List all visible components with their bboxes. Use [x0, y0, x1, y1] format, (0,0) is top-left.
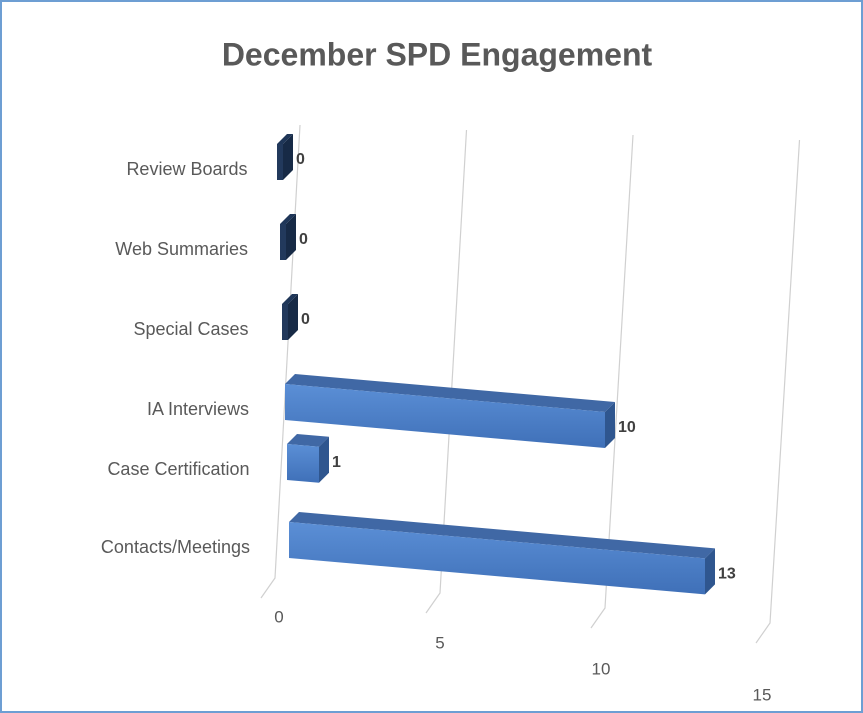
bar-end — [286, 214, 296, 260]
bar-end — [605, 402, 615, 448]
bar — [285, 374, 615, 448]
bar — [287, 434, 329, 483]
x-tick-label: 10 — [592, 659, 611, 678]
bar — [280, 214, 296, 260]
bar-top — [277, 134, 293, 144]
category-label: Review Boards — [126, 159, 247, 179]
bar-front — [285, 384, 605, 448]
bar-front — [282, 304, 288, 340]
bar — [277, 134, 293, 180]
grid-line — [425, 129, 468, 614]
category-label: Special Cases — [133, 319, 248, 339]
bar-end — [283, 134, 293, 180]
data-label: 10 — [618, 419, 636, 436]
chart-title: December SPD Engagement — [222, 36, 653, 72]
x-tick-label: 0 — [274, 607, 283, 626]
bar-end — [288, 294, 298, 340]
bar-top — [287, 434, 329, 447]
bar-front — [287, 444, 319, 483]
category-label: Web Summaries — [115, 239, 248, 259]
data-label: 0 — [299, 231, 308, 248]
x-tick-label: 15 — [753, 685, 772, 704]
bar-top — [282, 294, 298, 304]
data-label: 1 — [332, 454, 341, 471]
bar-end — [319, 436, 329, 483]
category-label: IA Interviews — [147, 399, 249, 419]
grid-line — [590, 134, 634, 629]
bar-top — [289, 512, 715, 559]
bars: Review Boards 0 Web Summaries 0 Special Case… — [101, 134, 736, 595]
x-tick-label: 5 — [435, 633, 444, 652]
bar — [282, 294, 298, 340]
data-label: 0 — [301, 311, 310, 328]
category-label: Contacts/Meetings — [101, 537, 250, 557]
bar-end — [705, 548, 715, 595]
grid-line — [260, 124, 301, 599]
data-label: 13 — [718, 566, 736, 583]
bar-top — [280, 214, 296, 224]
bar-top — [285, 374, 615, 412]
data-label: 0 — [296, 151, 305, 168]
grid-line — [755, 139, 801, 644]
bar-front — [277, 144, 283, 180]
bar-front — [289, 522, 705, 595]
bar — [289, 512, 715, 595]
category-label: Case Certification — [107, 459, 249, 479]
bar-front — [280, 224, 286, 260]
